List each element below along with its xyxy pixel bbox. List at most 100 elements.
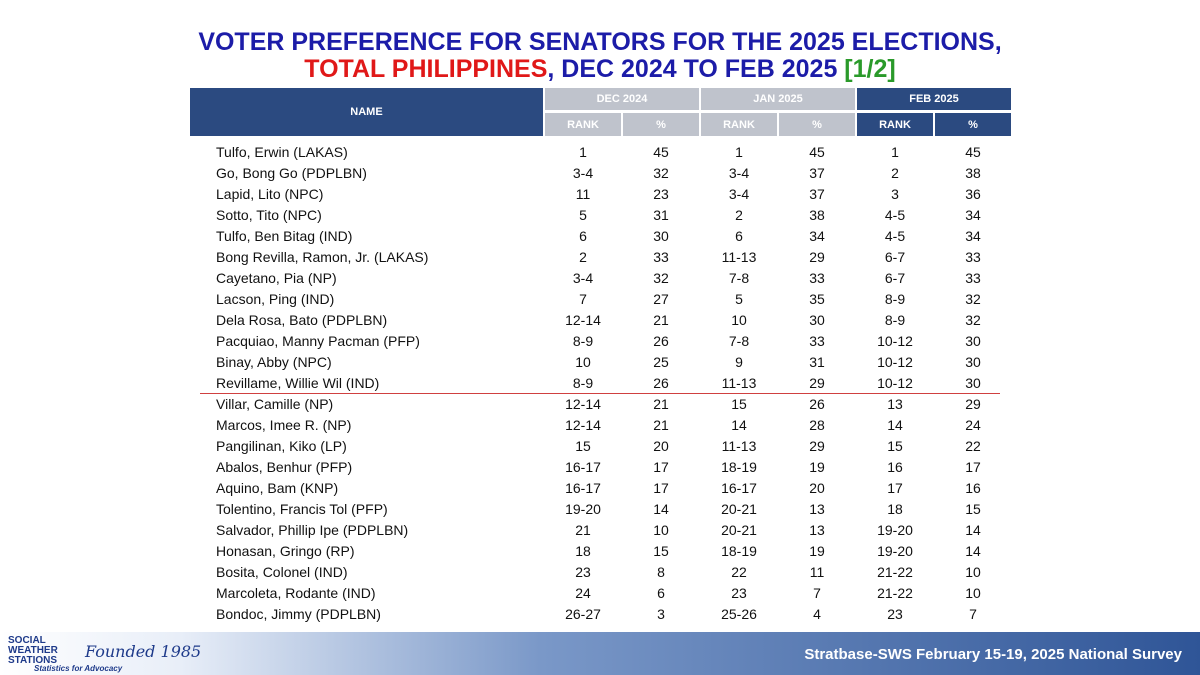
column-header: RANK xyxy=(545,113,621,136)
logo-text: SOCIAL WEATHER STATIONS xyxy=(8,636,58,666)
title-text: , DEC 2024 TO FEB 2025 xyxy=(547,55,845,83)
rank-cell: 2 xyxy=(735,207,743,223)
rank-cell: 6-7 xyxy=(884,270,906,286)
rank-cell: 25-26 xyxy=(721,606,757,622)
percent-cell: 14 xyxy=(653,501,669,517)
percent-cell: 29 xyxy=(809,438,825,454)
rank-cell: 10 xyxy=(575,354,591,370)
rank-cell: 3-4 xyxy=(728,186,750,202)
rank-cell: 19-20 xyxy=(877,543,913,559)
rank-cell: 12-14 xyxy=(565,417,601,433)
rank-cell: 1 xyxy=(891,144,899,160)
candidate-name: Lacson, Ping (IND) xyxy=(216,291,335,307)
percent-cell: 24 xyxy=(965,417,981,433)
rank-cell: 4-5 xyxy=(884,228,906,244)
percent-cell: 10 xyxy=(965,564,981,580)
rank-cell: 17 xyxy=(887,480,903,496)
candidate-name: Tolentino, Francis Tol (PFP) xyxy=(216,501,388,517)
percent-cell: 33 xyxy=(809,270,825,286)
percent-cell: 33 xyxy=(965,270,981,286)
rank-cell: 1 xyxy=(579,144,587,160)
percent-cell: 37 xyxy=(809,165,825,181)
percent-cell: 6 xyxy=(657,585,665,601)
rank-cell: 18 xyxy=(887,501,903,517)
percent-cell: 7 xyxy=(813,585,821,601)
candidate-name: Binay, Abby (NPC) xyxy=(216,354,332,370)
rank-cell: 24 xyxy=(575,585,591,601)
rank-cell: 18 xyxy=(575,543,591,559)
period-header: JAN 2025 xyxy=(701,88,855,110)
percent-cell: 17 xyxy=(653,459,669,475)
candidate-name: Pacquiao, Manny Pacman (PFP) xyxy=(216,333,420,349)
rank-cell: 10-12 xyxy=(877,375,913,391)
percent-cell: 8 xyxy=(657,564,665,580)
founded: Founded 1985 xyxy=(85,642,202,661)
rank-cell: 23 xyxy=(731,585,747,601)
percent-cell: 33 xyxy=(965,249,981,265)
rank-cell: 23 xyxy=(887,606,903,622)
percent-cell: 30 xyxy=(965,354,981,370)
rank-cell: 9 xyxy=(735,354,743,370)
rank-cell: 8-9 xyxy=(572,375,594,391)
percent-cell: 28 xyxy=(809,417,825,433)
rank-cell: 11 xyxy=(575,186,591,202)
percent-cell: 17 xyxy=(965,459,981,475)
source: Stratbase-SWS February 15-19, 2025 Natio… xyxy=(804,646,1182,663)
percent-cell: 29 xyxy=(809,375,825,391)
percent-cell: 11 xyxy=(809,564,825,580)
percent-cell: 10 xyxy=(653,522,669,538)
percent-cell: 26 xyxy=(809,396,825,412)
rank-cell: 11-13 xyxy=(721,375,757,391)
rank-cell: 1 xyxy=(735,144,743,160)
tagline: Statistics for Advocacy xyxy=(34,664,123,673)
rank-cell: 26-27 xyxy=(565,606,601,622)
candidate-name: Go, Bong Go (PDPLBN) xyxy=(216,165,367,181)
rank-cell: 10-12 xyxy=(877,333,913,349)
rank-cell: 5 xyxy=(579,207,587,223)
rank-cell: 2 xyxy=(579,249,587,265)
percent-cell: 17 xyxy=(653,480,669,496)
percent-cell: 35 xyxy=(809,291,825,307)
percent-cell: 33 xyxy=(653,249,669,265)
period-header: DEC 2024 xyxy=(545,88,699,110)
footer-bar: SOCIAL WEATHER STATIONS Founded 1985 Sta… xyxy=(0,632,1200,675)
column-header: % xyxy=(779,113,855,136)
candidate-name: Villar, Camille (NP) xyxy=(216,396,334,412)
percent-cell: 13 xyxy=(809,501,825,517)
cutoff-line xyxy=(200,393,1000,394)
percent-cell: 30 xyxy=(965,333,981,349)
percent-cell: 7 xyxy=(969,606,977,622)
rank-cell: 8-9 xyxy=(884,312,906,328)
percent-cell: 32 xyxy=(965,312,981,328)
column-header: % xyxy=(935,113,1011,136)
rank-cell: 15 xyxy=(731,396,747,412)
percent-cell: 30 xyxy=(965,375,981,391)
percent-cell: 37 xyxy=(809,186,825,202)
column-header: % xyxy=(623,113,699,136)
rank-cell: 10-12 xyxy=(877,354,913,370)
percent-cell: 16 xyxy=(965,480,981,496)
rank-cell: 16-17 xyxy=(565,459,601,475)
rank-cell: 16-17 xyxy=(565,480,601,496)
percent-cell: 21 xyxy=(653,396,669,412)
rank-cell: 11-13 xyxy=(721,249,757,265)
candidate-name: Revillame, Willie Wil (IND) xyxy=(216,375,380,391)
rank-cell: 18-19 xyxy=(721,543,757,559)
rank-cell: 19-20 xyxy=(565,501,601,517)
rank-cell: 18-19 xyxy=(721,459,757,475)
rank-cell: 3-4 xyxy=(572,165,594,181)
candidate-name: Bondoc, Jimmy (PDPLBN) xyxy=(216,606,381,622)
percent-cell: 36 xyxy=(965,186,981,202)
rank-cell: 8-9 xyxy=(884,291,906,307)
percent-cell: 15 xyxy=(653,543,669,559)
rank-cell: 21 xyxy=(575,522,591,538)
rank-cell: 7 xyxy=(579,291,587,307)
percent-cell: 13 xyxy=(809,522,825,538)
percent-cell: 34 xyxy=(965,207,981,223)
percent-cell: 20 xyxy=(653,438,669,454)
percent-cell: 21 xyxy=(653,417,669,433)
candidate-name: Marcoleta, Rodante (IND) xyxy=(216,585,376,601)
percent-cell: 15 xyxy=(965,501,981,517)
rank-cell: 3-4 xyxy=(728,165,750,181)
candidate-name: Tulfo, Ben Bitag (IND) xyxy=(216,228,353,244)
